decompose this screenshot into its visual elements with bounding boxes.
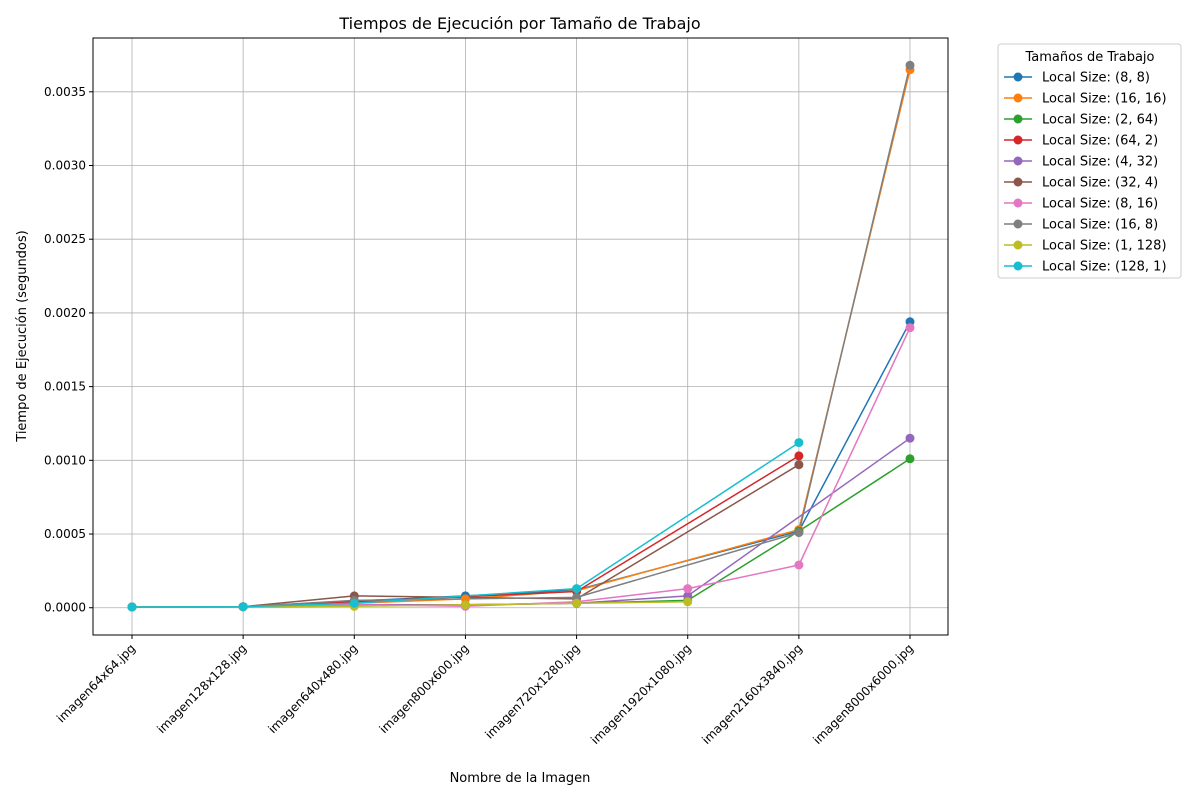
legend-marker — [1013, 177, 1023, 187]
data-point — [572, 598, 582, 608]
data-point — [349, 598, 359, 608]
data-point — [127, 602, 137, 612]
plot-area-frame — [92, 37, 949, 636]
y-axis: 0.0000 0.0005 0.0010 0.0015 0.0020 0.0025 0.00… — [44, 85, 93, 615]
legend-marker — [1013, 240, 1023, 250]
data-point — [794, 438, 804, 448]
data-point — [905, 60, 915, 70]
legend-entry-label: Local Size: (32, 4) — [1042, 176, 1158, 191]
legend-entry-label: Local Size: (64, 2) — [1042, 134, 1158, 149]
data-point — [794, 451, 804, 461]
legend-title: Tamaños de Trabajo — [1025, 50, 1155, 65]
chart-title: Tiempos de Ejecución por Tamaño de Traba… — [338, 14, 700, 33]
y-tick-label: 0.0015 — [44, 380, 86, 394]
legend: Tamaños de Trabajo Local Size: (8, 8) Loc… — [997, 43, 1182, 279]
grid-lines — [93, 38, 948, 635]
legend-entry-label: Local Size: (2, 64) — [1042, 113, 1158, 128]
legend-entry-label: Local Size: (8, 8) — [1042, 71, 1150, 86]
series-markers — [127, 60, 915, 612]
legend-entry-label: Local Size: (16, 16) — [1042, 92, 1167, 107]
legend-marker — [1013, 72, 1023, 82]
y-tick-label: 0.0025 — [44, 232, 86, 246]
legend-marker — [1013, 156, 1023, 166]
y-tick-label: 0.0005 — [44, 527, 86, 541]
y-tick-label: 0.0020 — [44, 306, 86, 320]
data-point — [905, 433, 915, 443]
x-axis-label: Nombre de la Imagen — [450, 771, 591, 786]
data-point — [683, 584, 693, 594]
data-point — [794, 460, 804, 470]
legend-marker — [1013, 114, 1023, 124]
legend-entry-label: Local Size: (16, 8) — [1042, 218, 1158, 233]
data-point — [238, 602, 248, 612]
legend-entry-label: Local Size: (1, 128) — [1042, 239, 1167, 254]
data-point — [683, 597, 693, 607]
y-tick-label: 0.0030 — [44, 159, 86, 173]
legend-marker — [1013, 219, 1023, 229]
legend-marker — [1013, 198, 1023, 208]
y-axis-label: Tiempo de Ejecución (segundos) — [15, 230, 30, 442]
legend-entry-label: Local Size: (8, 16) — [1042, 197, 1158, 212]
legend-entry-label: Local Size: (4, 32) — [1042, 155, 1158, 170]
data-point — [905, 454, 915, 464]
y-tick-label: 0.0035 — [44, 85, 86, 99]
data-point — [905, 323, 915, 333]
legend-marker — [1013, 93, 1023, 103]
data-point — [794, 528, 804, 538]
y-tick-label: 0.0000 — [44, 601, 86, 615]
data-point — [794, 560, 804, 570]
legend-entry-label: Local Size: (128, 1) — [1042, 260, 1167, 275]
legend-marker — [1013, 135, 1023, 145]
data-point — [460, 600, 470, 610]
y-tick-label: 0.0010 — [44, 453, 86, 467]
legend-box — [997, 43, 1182, 279]
legend-marker — [1013, 261, 1023, 271]
data-point — [572, 584, 582, 594]
